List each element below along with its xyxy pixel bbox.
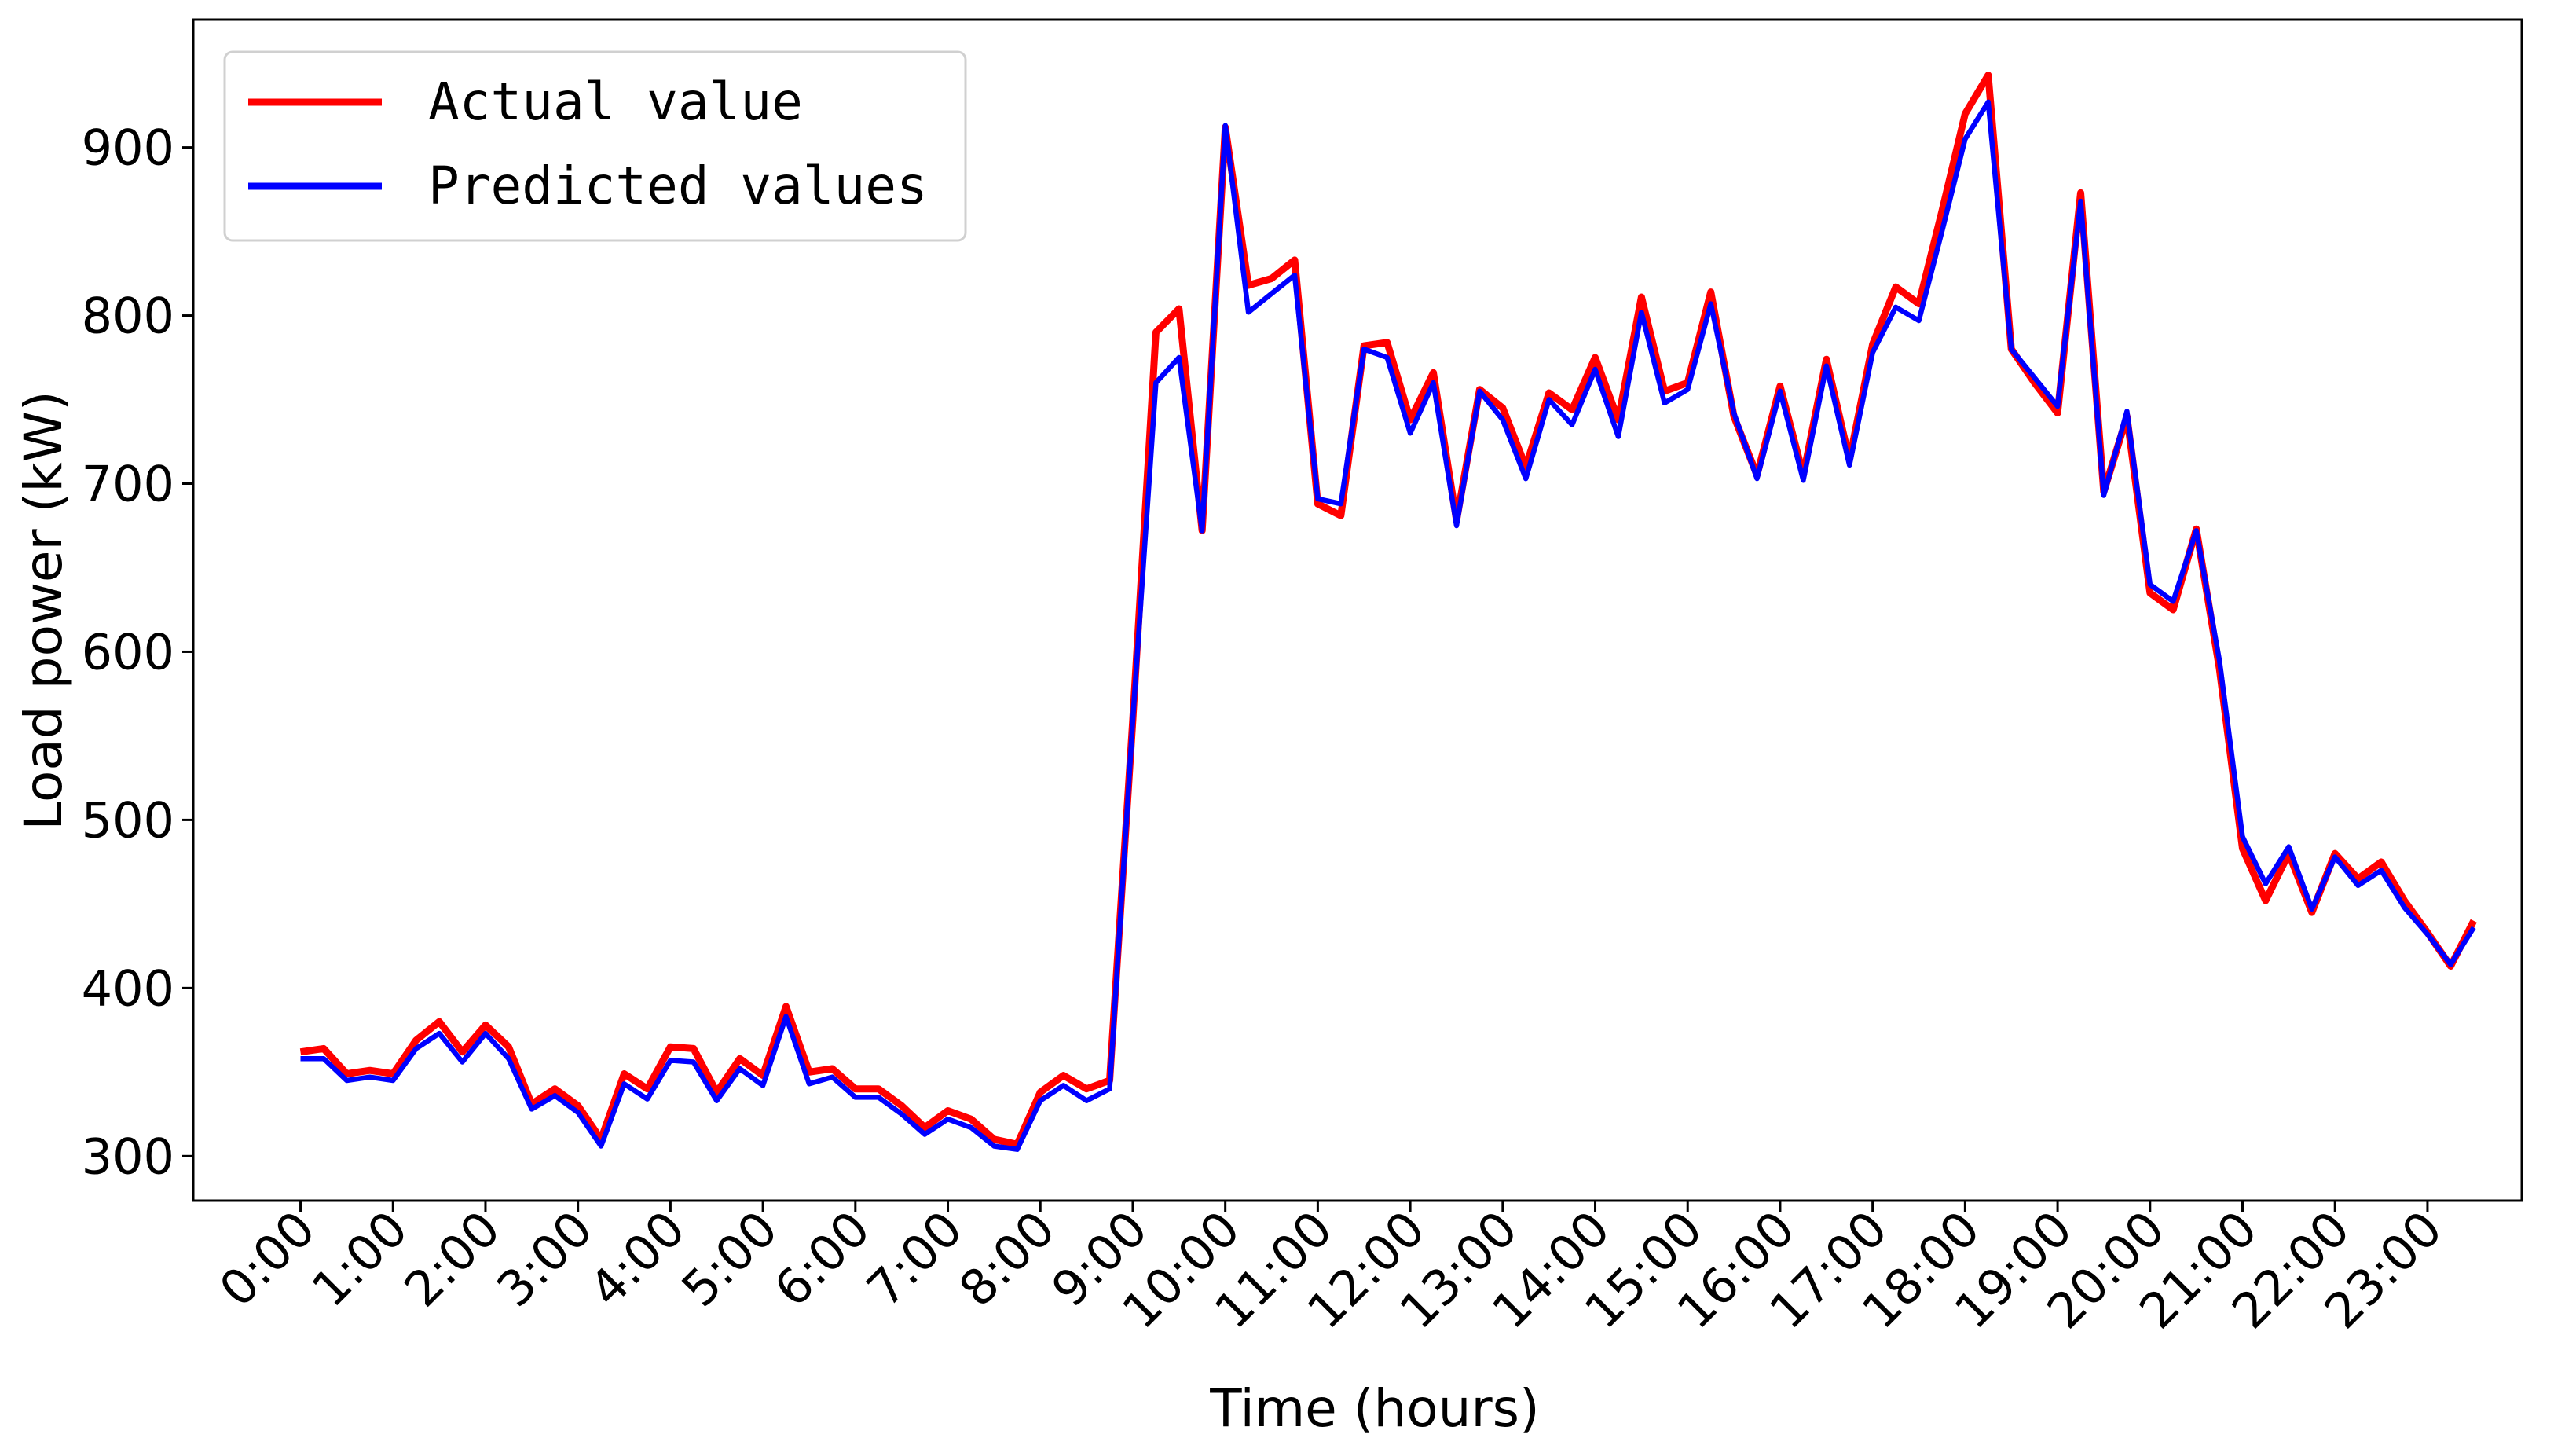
legend-label: Predicted values xyxy=(428,156,928,216)
y-tick-label: 800 xyxy=(82,288,174,345)
plot-frame xyxy=(192,18,2523,1202)
y-tick-label: 500 xyxy=(82,791,174,849)
y-tick-label: 300 xyxy=(82,1128,174,1185)
y-tick-label: 700 xyxy=(82,456,174,513)
y-tick-label: 600 xyxy=(82,623,174,680)
legend-label: Actual value xyxy=(428,72,803,132)
y-tick-label: 900 xyxy=(82,119,174,177)
x-axis-label: Time (hours) xyxy=(1209,1378,1540,1439)
y-tick-label: 400 xyxy=(82,959,174,1017)
data-line xyxy=(300,99,2476,1152)
y-axis-label: Load power (kW) xyxy=(13,391,74,830)
legend: Actual value Predicted values xyxy=(223,50,967,242)
legend-box xyxy=(223,50,967,242)
